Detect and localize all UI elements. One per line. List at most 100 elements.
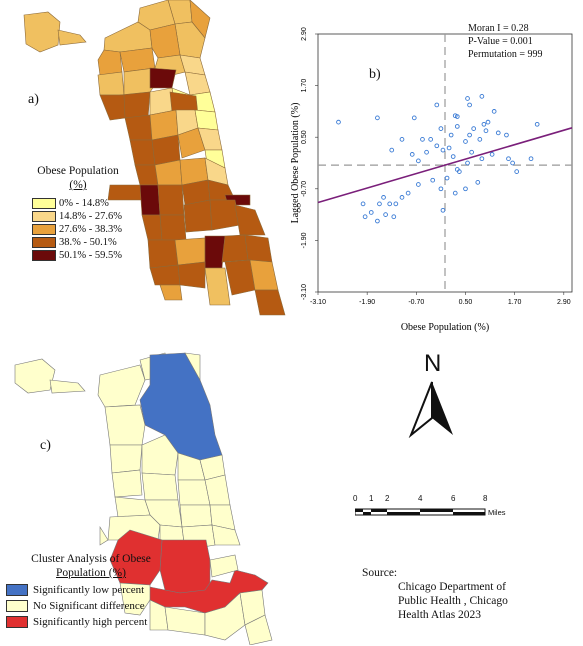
scale-tick-label: 6 xyxy=(451,494,456,503)
legend-swatch xyxy=(32,237,56,248)
y-tick-label: -3.10 xyxy=(301,284,308,300)
x-tick-label: -3.10 xyxy=(310,299,326,306)
scatter-point xyxy=(504,132,509,138)
source-line: Public Health , Chicago xyxy=(398,595,508,607)
panel-b-label: b) xyxy=(369,67,381,82)
cluster-legend-item: Significantly high percent xyxy=(6,614,176,630)
scatter-point xyxy=(383,212,388,217)
scatter-point xyxy=(479,156,485,162)
x-tick-label: 0.50 xyxy=(459,299,473,306)
scatter-point xyxy=(475,180,481,185)
scatter-point xyxy=(389,147,395,153)
scale-bar-unit: Miles xyxy=(488,508,506,517)
legend-item: 50.1% - 59.5% xyxy=(32,249,138,262)
north-arrow-icon xyxy=(408,381,453,438)
panel-c-legend: Cluster Analysis of Obese Population (%)… xyxy=(6,552,176,630)
cluster-legend-item: Significantly low percent xyxy=(6,582,176,598)
y-tick-label: -0.70 xyxy=(301,181,308,197)
y-tick-label: 0.50 xyxy=(301,130,308,144)
legend-label: 50.1% - 59.5% xyxy=(59,250,122,261)
x-axis-title: Obese Population (%) xyxy=(401,322,489,333)
scatter-point xyxy=(479,93,485,99)
legend-swatch xyxy=(32,250,56,261)
scatter-point xyxy=(506,156,511,162)
legend-item: 27.6% - 38.3% xyxy=(32,223,138,236)
scatter-point xyxy=(481,121,487,127)
legend-swatch xyxy=(32,224,56,235)
panel-c-label: c) xyxy=(40,438,51,453)
legend-swatch xyxy=(32,198,56,209)
scale-tick-label: 1 xyxy=(369,494,374,503)
legend-label: 0% - 14.8% xyxy=(59,198,109,209)
scale-tick-label: 0 xyxy=(353,494,358,503)
scatter-point xyxy=(489,152,495,157)
permutation-count: Permutation = 999 xyxy=(468,49,543,60)
scatter-point xyxy=(434,102,440,108)
scatter-point xyxy=(399,136,405,142)
scatter-point xyxy=(416,182,421,187)
scatter-point xyxy=(375,115,380,121)
plot-frame xyxy=(317,33,573,293)
scatter-point xyxy=(428,136,434,142)
scatter-point xyxy=(438,186,444,192)
scatter-point xyxy=(528,156,534,162)
cluster-legend-swatch xyxy=(6,600,28,612)
p-value: P-Value = 0.001 xyxy=(468,36,533,47)
scale-bar: 0 1 2 4 6 8 Miles xyxy=(352,494,522,524)
y-tick-label: -1.90 xyxy=(301,232,308,248)
scale-bar-graphic xyxy=(355,508,486,516)
scatter-point xyxy=(446,145,452,151)
scatter-point xyxy=(434,143,440,149)
scatter-point xyxy=(393,201,399,207)
moran-scatter-plot: -3.10 -1.90 -0.70 0.50 1.70 2.90 -3.10 -1.90 -0.… xyxy=(290,27,573,333)
scatter-point xyxy=(438,126,444,131)
x-tick-label: 2.90 xyxy=(557,299,571,306)
scatter-point xyxy=(452,190,458,196)
scatter-point xyxy=(483,128,489,134)
cluster-legend-swatch xyxy=(6,616,28,628)
cluster-legend-swatch xyxy=(6,584,28,596)
panel-a-legend-subtitle: (%) xyxy=(69,179,87,191)
legend-swatch xyxy=(32,211,56,222)
scatter-point xyxy=(510,160,515,166)
panel-c-legend-rows: Significantly low percent No Significant … xyxy=(6,582,176,630)
legend-label: 38.% - 50.1% xyxy=(59,237,117,248)
scatter-point xyxy=(454,167,460,172)
moran-stats: Moran I = 0.28 P-Value = 0.001 Permutati… xyxy=(468,22,543,61)
cluster-legend-item: No Significant difference xyxy=(6,598,176,614)
x-tick-label: -0.70 xyxy=(408,299,424,306)
panel-a-label: a) xyxy=(28,92,39,107)
north-arrow-letter: N xyxy=(424,350,442,377)
scatter-point xyxy=(391,214,397,220)
scatter-point xyxy=(360,201,366,207)
scatter-point xyxy=(534,121,540,127)
scatter-point xyxy=(336,119,341,125)
scatter-point xyxy=(377,201,382,207)
scatter-point xyxy=(477,136,483,142)
scatter-point xyxy=(495,130,501,136)
regression-line xyxy=(317,127,573,204)
cluster-legend-label: Significantly low percent xyxy=(33,584,145,596)
legend-item: 14.8% - 27.6% xyxy=(32,210,138,223)
scatter-point xyxy=(375,218,380,224)
scatter-point xyxy=(485,119,491,125)
scale-tick-label: 2 xyxy=(385,494,390,503)
moran-i-value: Moran I = 0.28 xyxy=(468,23,529,34)
scatter-point xyxy=(463,186,468,192)
scatter-point xyxy=(416,158,421,164)
source-line: Health Atlas 2023 xyxy=(398,609,482,621)
legend-item: 0% - 14.8% xyxy=(32,197,138,210)
scatter-point xyxy=(454,114,460,119)
scatter-point xyxy=(454,124,460,129)
scatter-point xyxy=(430,177,436,183)
cluster-analysis-map xyxy=(14,352,273,645)
panel-a-legend: Obese Population (%) 0% - 14.8% 14.8% - 2… xyxy=(18,164,138,262)
legend-label: 14.8% - 27.6% xyxy=(59,211,122,222)
scatter-point xyxy=(444,175,450,181)
obesity-choropleth-map xyxy=(23,0,286,316)
x-tick-label: -1.90 xyxy=(359,299,375,306)
scatter-point xyxy=(471,126,477,131)
panel-a-legend-rows: 0% - 14.8% 14.8% - 27.6% 27.6% - 38.3% 38.%… xyxy=(18,197,138,262)
scatter-point xyxy=(362,214,368,220)
scatter-point xyxy=(420,136,425,142)
